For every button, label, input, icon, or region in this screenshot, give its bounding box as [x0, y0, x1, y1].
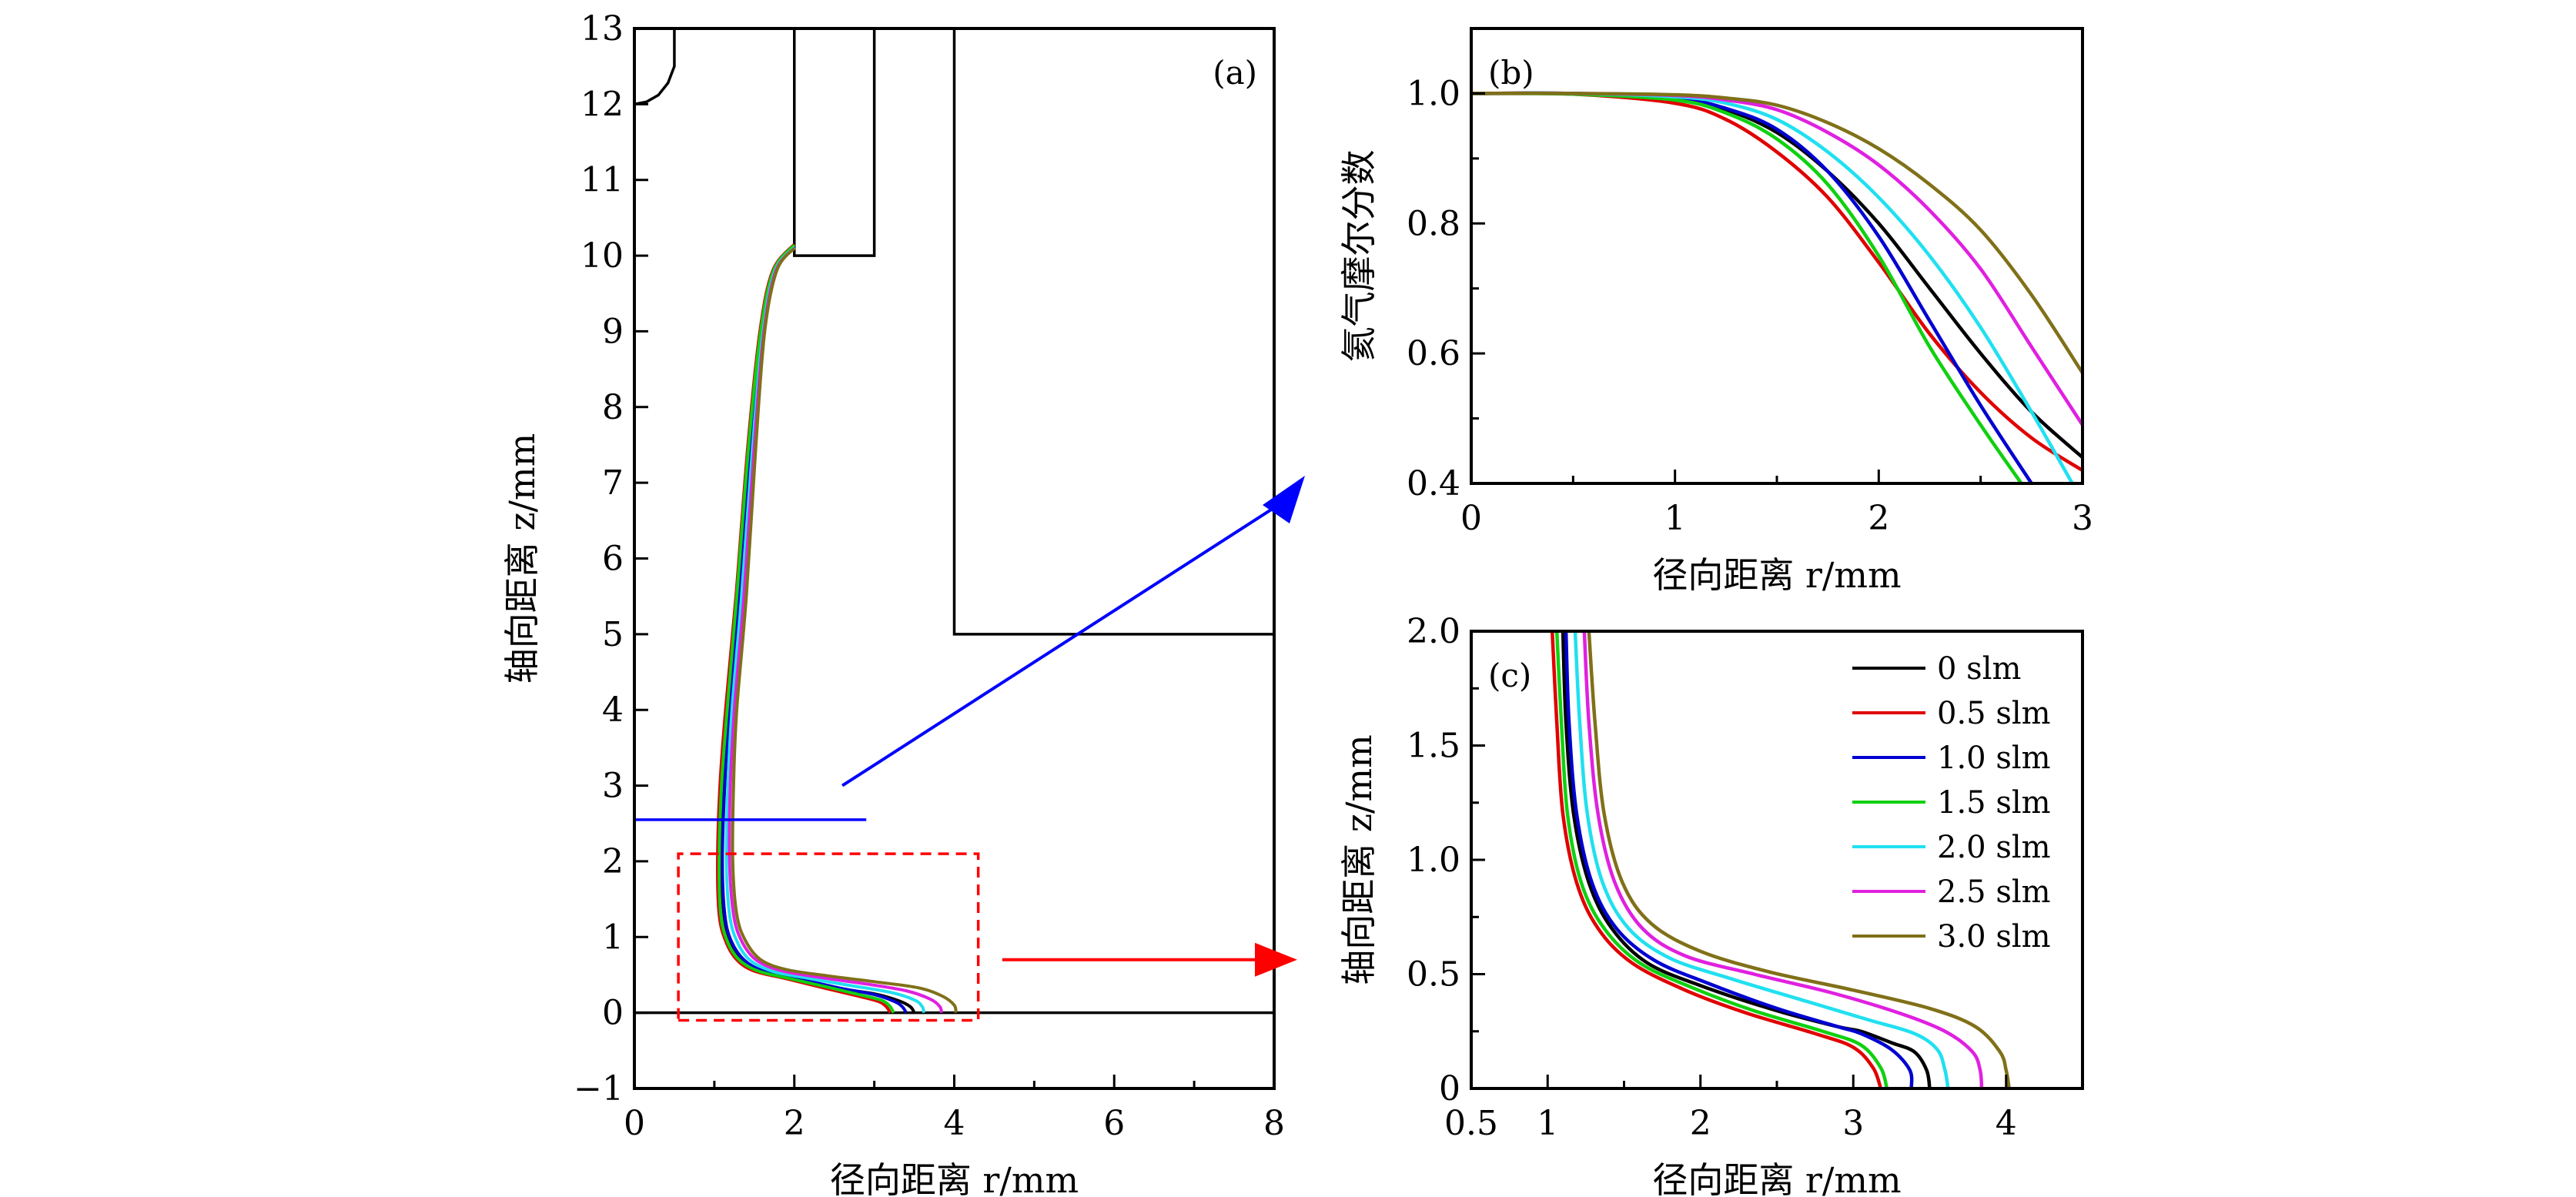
legend-label: 0 slm [1937, 651, 2021, 687]
series-line-1-0-slm [721, 245, 908, 1014]
y-tick-label: 0.6 [1407, 334, 1460, 373]
needle-electrode [634, 28, 676, 106]
zoom-box [677, 852, 980, 1022]
outer-wall [952, 28, 1274, 636]
y-tick-label: 13 [580, 9, 624, 48]
series-group [1471, 91, 2083, 483]
series-line-2-5-slm [1582, 631, 1984, 1088]
x-tick-label: 1 [1664, 499, 1686, 538]
y-tick-label: 5 [602, 615, 624, 654]
y-tick-label: 9 [602, 312, 624, 351]
x-tick-label: 0.5 [1444, 1104, 1498, 1143]
panel-b: 0 1 2 3 0.4 0.6 0.8 1.0 径向距离 r/mm 氦气摩尔分数 (b) [1338, 27, 2093, 596]
y-tick-label: 0 [602, 994, 624, 1033]
y-tick-label: 11 [580, 161, 624, 200]
series-line-2-0-slm [1573, 631, 1950, 1088]
series-group [715, 242, 958, 1014]
x-tick-label: 2 [1868, 499, 1889, 538]
x-tick-label: 0 [624, 1104, 645, 1143]
blue-arrowhead [1263, 476, 1305, 523]
y-tick-label: 6 [602, 540, 624, 579]
y-tick-label: 4 [602, 690, 624, 730]
panel-label: (a) [1213, 54, 1257, 92]
axes-frame [1470, 27, 2084, 485]
series-line-0-5-slm [1550, 631, 1883, 1088]
y-tick-label: 8 [602, 388, 624, 427]
x-tick-label: 2 [1690, 1104, 1711, 1143]
x-tick-label: 2 [784, 1104, 805, 1143]
x-tick-label: 3 [2072, 499, 2093, 538]
y-tick-label: 1.0 [1407, 841, 1460, 880]
legend-label: 1.0 slm [1937, 741, 2051, 776]
blue-arrow-shaft [841, 497, 1290, 787]
y-tick-label: 7 [602, 463, 624, 503]
y-tick-label: 1.0 [1407, 74, 1460, 113]
x-axis-title: 径向距离 r/mm [1652, 554, 1901, 596]
panel-label: (b) [1488, 54, 1534, 92]
series-line-3-0-slm [731, 246, 958, 1014]
x-tick-label: 8 [1263, 1104, 1285, 1143]
y-tick-label: 1.5 [1407, 727, 1460, 766]
y-tick-label: −1 [574, 1069, 624, 1108]
series-line-0-slm [1561, 631, 1932, 1088]
y-tick-label: 0 [1439, 1069, 1460, 1108]
x-tick-label: 0 [1460, 499, 1482, 538]
series-line-1-0-slm [1471, 91, 2033, 483]
y-tick-label: 10 [580, 236, 624, 276]
x-tick-label: 1 [1537, 1104, 1558, 1143]
legend-label: 3.0 slm [1937, 919, 2051, 955]
y-tick-label: 0.8 [1407, 204, 1460, 243]
y-axis-title: 轴向距离 z/mm [501, 433, 543, 684]
y-axis-title: 氦气摩尔分数 [1338, 150, 1380, 363]
x-tick-label: 3 [1842, 1104, 1864, 1143]
series-line-2-5-slm [1471, 91, 2083, 426]
y-tick-label: 12 [580, 85, 624, 124]
series-line-1-5-slm [1471, 92, 2023, 483]
x-tick-label: 4 [1996, 1104, 2017, 1143]
series-line-1-5-slm [718, 243, 895, 1014]
legend-label: 1.5 slm [1937, 785, 2051, 821]
inner-nozzle [793, 28, 876, 257]
x-axis-title: 径向距离 r/mm [830, 1159, 1079, 1197]
x-tick-label: 6 [1103, 1104, 1125, 1143]
y-tick-label: 3 [602, 767, 624, 806]
connector-arrows [841, 476, 1305, 977]
panel-label: (c) [1488, 657, 1531, 694]
series-line-1-0-slm [1564, 631, 1914, 1088]
series-line-3-0-slm [1587, 631, 2011, 1088]
legend-label: 2.5 slm [1937, 874, 2051, 910]
y-tick-label: 2.0 [1407, 612, 1460, 651]
series-line-1-5-slm [1554, 631, 1889, 1088]
series-line-3-0-slm [1471, 92, 2083, 374]
x-axis-title: 径向距离 r/mm [1652, 1159, 1901, 1197]
legend: 0 slm 0.5 slm 1.0 slm 1.5 slm 2.0 slm 2.5 slm… [1852, 651, 2051, 955]
y-axis-title: 轴向距离 z/mm [1338, 734, 1380, 985]
legend-label: 2.0 slm [1937, 830, 2051, 865]
series-line-0-slm [720, 245, 916, 1014]
y-tick-label: 2 [602, 842, 624, 881]
legend-label: 0.5 slm [1937, 696, 2051, 731]
red-arrowhead [1255, 942, 1297, 977]
y-tick-label: 1 [602, 918, 624, 957]
y-tick-label: 0.4 [1407, 464, 1460, 503]
y-tick-label: 0.5 [1407, 955, 1460, 995]
series-group [1550, 631, 2011, 1088]
x-tick-label: 4 [944, 1104, 965, 1143]
